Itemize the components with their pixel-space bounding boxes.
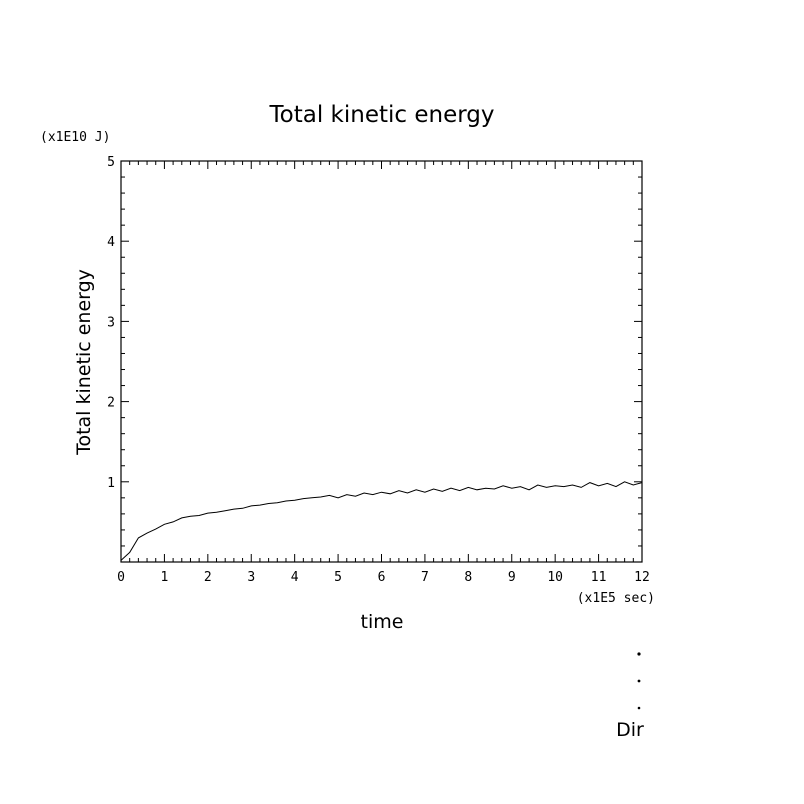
x-tick-label: 5 bbox=[334, 570, 342, 585]
x-tick-label: 12 bbox=[634, 570, 650, 585]
x-axis-label: time bbox=[361, 611, 404, 633]
axis-ticks bbox=[120, 160, 643, 563]
series-group bbox=[120, 481, 643, 561]
x-axis-unit: (x1E5 sec) bbox=[577, 591, 655, 606]
x-tick-label: 2 bbox=[204, 570, 212, 585]
y-axis-label: Total kinetic energy bbox=[73, 269, 95, 456]
y-tick-label: 5 bbox=[107, 155, 115, 170]
x-tick-label: 7 bbox=[421, 570, 429, 585]
x-tick-label: 9 bbox=[508, 570, 516, 585]
direction-marker bbox=[637, 652, 641, 656]
direction-label: Dir bbox=[616, 719, 644, 741]
chart-title: Total kinetic energy bbox=[269, 102, 495, 128]
x-tick-label: 1 bbox=[161, 570, 169, 585]
x-tick-label: 4 bbox=[291, 570, 299, 585]
y-tick-label: 1 bbox=[107, 476, 115, 491]
x-tick-label: 8 bbox=[464, 570, 472, 585]
y-tick-label: 2 bbox=[107, 396, 115, 411]
x-tick-label: 0 bbox=[117, 570, 125, 585]
x-tick-labels: 0 1 2 3 4 5 6 7 8 9 10 11 12 bbox=[117, 570, 650, 585]
series-line bbox=[120, 481, 643, 561]
x-tick-label: 10 bbox=[547, 570, 563, 585]
plot-frame bbox=[120, 160, 643, 563]
x-tick-label: 11 bbox=[591, 570, 607, 585]
direction-marker bbox=[637, 706, 641, 710]
y-tick-label: 3 bbox=[107, 315, 115, 330]
y-axis-unit: (x1E10 J) bbox=[40, 130, 110, 145]
direction-marker bbox=[637, 679, 641, 683]
y-tick-label: 4 bbox=[107, 235, 115, 250]
x-tick-label: 6 bbox=[378, 570, 386, 585]
y-tick-labels: 1 2 3 4 5 bbox=[107, 155, 115, 491]
x-tick-label: 3 bbox=[247, 570, 255, 585]
